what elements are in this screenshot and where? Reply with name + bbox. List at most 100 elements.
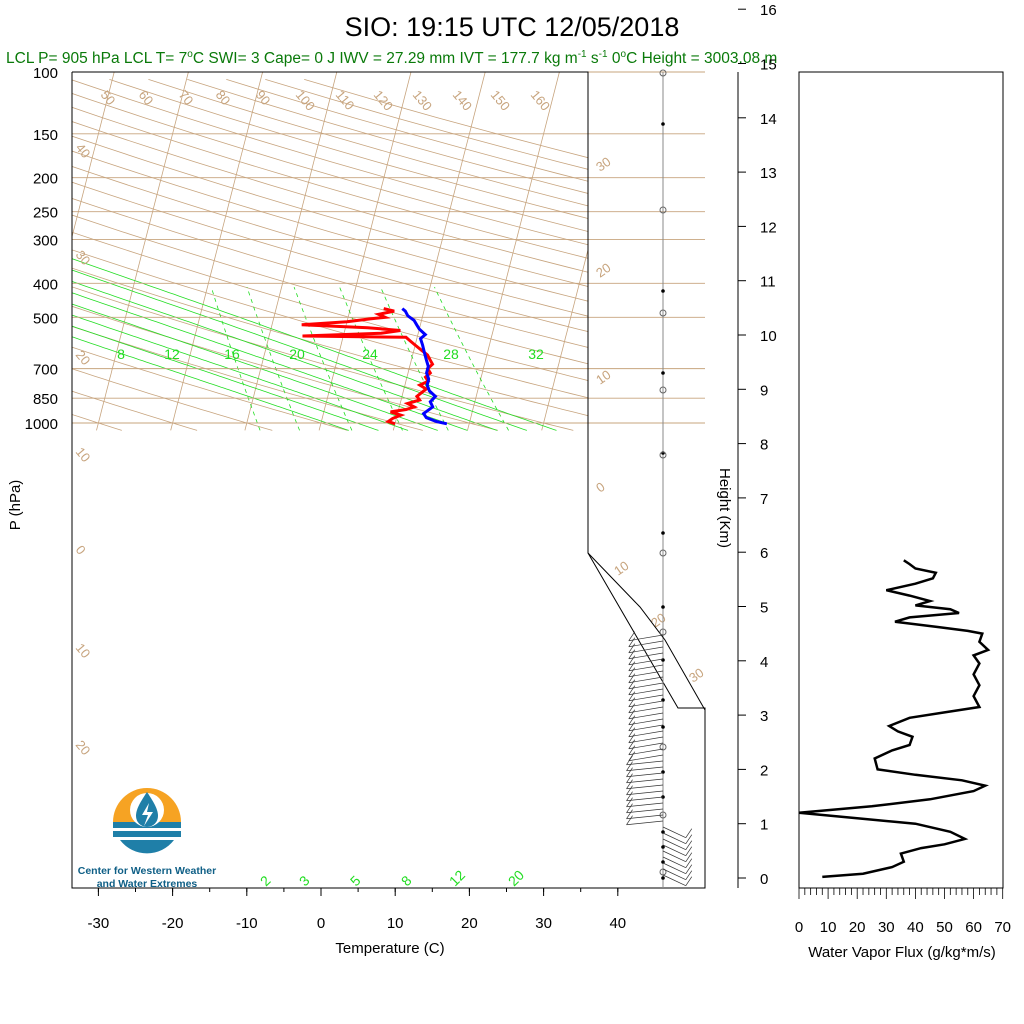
flux-tick-label: 20	[849, 919, 866, 936]
dry-adiabat-0	[72, 79, 348, 431]
height-axis-label: Height (Km)	[716, 468, 733, 548]
dry-adiabat-140	[72, 79, 705, 431]
theta-right-label: 20	[593, 260, 613, 281]
ivt-exp-2: -1	[599, 49, 608, 60]
wind-barb-flag	[626, 761, 633, 771]
dry-adiabat-90	[72, 79, 705, 431]
mixing-ratio-top-label: 16	[224, 346, 240, 362]
height-tick-label: 0	[760, 871, 768, 888]
height-tick-label: 8	[760, 437, 768, 454]
wind-barb-flag	[626, 809, 633, 819]
wind-barb-flag	[628, 739, 636, 749]
flux-panel-frame	[798, 71, 1004, 889]
wind-barb-flag	[626, 779, 633, 789]
wind-barb-flag	[626, 797, 633, 807]
wind-barb-flag	[628, 655, 636, 665]
isotherm-40	[615, 72, 705, 431]
water-vapor-flux-trace	[798, 559, 991, 879]
wind-barb	[628, 664, 664, 672]
wind-barb-flag	[628, 727, 636, 737]
y-tick-label: 200	[33, 171, 58, 188]
wind-barb-flag	[685, 876, 693, 886]
chart-title: SIO: 19:15 UTC 12/05/2018	[345, 12, 680, 42]
theta-right-label: 20	[648, 610, 668, 631]
height-tick-label: 10	[760, 328, 777, 345]
pressure-axis: 100 150 200 250 300 400 500 700 850 1000	[25, 65, 58, 433]
dry-adiabat-130	[72, 79, 705, 431]
flux-tick-label: 10	[820, 919, 837, 936]
wind-barb	[626, 790, 664, 796]
y-tick-label: 150	[33, 127, 58, 144]
wind-barb-flag	[628, 631, 636, 641]
x-tick-label: 10	[387, 915, 404, 932]
wind-barb-flag	[628, 721, 636, 731]
wind-barb	[662, 862, 686, 874]
flux-tick-label: 30	[878, 919, 895, 936]
mixing-ratio-bottom-label: 8	[398, 872, 415, 889]
swi-value: SWI= 3	[208, 50, 259, 67]
wind-barb	[662, 850, 686, 862]
skewt-background	[72, 72, 856, 431]
isotherm-20	[467, 72, 560, 431]
flux-axis: 0 10 20 30 40 50 60 70	[795, 888, 1011, 936]
mixing-ratio-top-label: 8	[117, 346, 125, 362]
y-axis-label: P (hPa)	[7, 480, 24, 531]
flux-tick-label: 50	[936, 919, 953, 936]
x-axis-label: Temperature (C)	[335, 940, 444, 957]
height-tick-label: 14	[760, 111, 777, 128]
height-tick-label: 11	[760, 274, 776, 291]
wind-barb	[628, 706, 664, 714]
height-tick-label: 2	[760, 762, 768, 779]
theta-top-label: 110	[333, 87, 358, 113]
wind-level-dot	[661, 122, 665, 126]
wind-barb	[628, 700, 664, 708]
wind-barb	[626, 766, 664, 772]
temperature-trace	[301, 307, 435, 426]
height-tick-label: 7	[760, 491, 768, 508]
isotherm-60	[764, 72, 856, 430]
flux-tick-label: 0	[795, 919, 803, 936]
wind-barb-flag	[628, 745, 636, 755]
height-tick-label: 3	[760, 708, 768, 725]
wind-barb-flag	[628, 685, 636, 695]
ivt-unit-s: s	[587, 50, 599, 67]
wind-barb-flag	[685, 858, 693, 868]
mixing-ratio-bottom-label: 3	[296, 872, 313, 889]
theta-top-label: 130	[410, 87, 435, 113]
wind-level-ring	[659, 451, 667, 459]
zero-height-value: C Height = 3003.08 m	[626, 50, 777, 67]
wind-barb-flag	[626, 773, 633, 783]
wind-barb-flag	[628, 709, 636, 719]
skewt-frame	[71, 71, 706, 889]
wind-barb	[628, 670, 664, 678]
wind-level-ring	[659, 206, 667, 214]
height-tick-label: 15	[760, 57, 777, 74]
wind-barb	[662, 868, 686, 880]
blue-trace	[401, 307, 448, 426]
theta-top-label: 50	[98, 87, 119, 108]
y-tick-label: 400	[33, 276, 58, 293]
wind-barb-flag	[628, 661, 636, 671]
moist-adiabat-32	[72, 161, 557, 431]
height-tick-label: 6	[760, 545, 768, 562]
wind-barb	[628, 652, 664, 660]
degree-sup-2: o	[621, 49, 627, 60]
height-tick-label: 9	[760, 382, 768, 399]
wind-level-dot	[661, 531, 665, 535]
wind-barb-flag	[628, 691, 636, 701]
lcl-temperature-unit: C	[193, 50, 204, 67]
height-tick-label: 5	[760, 600, 768, 617]
cape-value: Cape= 0 J	[264, 50, 335, 67]
theta-top-label: 150	[488, 87, 513, 113]
wind-barb	[628, 736, 664, 744]
dry-adiabat-80	[72, 79, 705, 431]
wind-barb	[626, 820, 664, 826]
moist-adiabat-12	[72, 161, 409, 431]
isotherm-0	[318, 72, 412, 431]
mixing-ratio-bottom-label: 5	[347, 872, 364, 889]
wind-barb	[662, 832, 686, 844]
wind-level-dot	[661, 605, 665, 609]
dry-adiabat-180	[148, 79, 705, 431]
height-tick-label: 4	[760, 654, 768, 671]
